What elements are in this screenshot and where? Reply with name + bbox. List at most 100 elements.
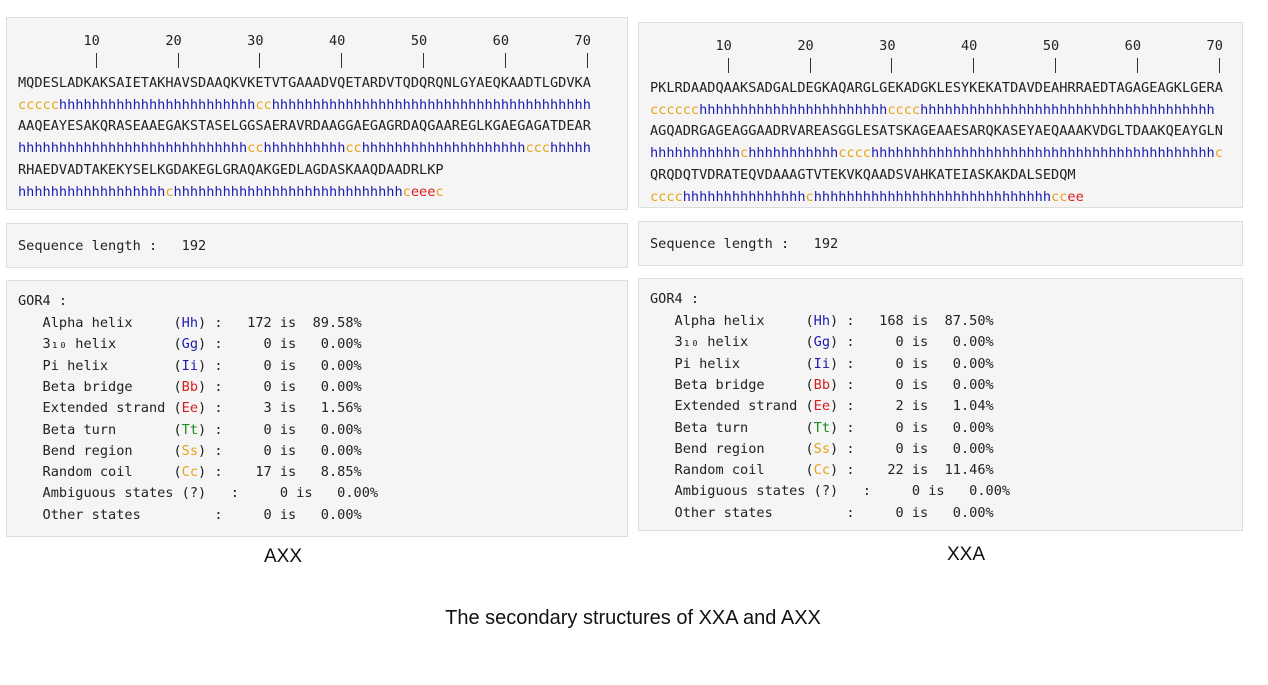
- ruler-number: 30: [247, 33, 264, 49]
- state-percent: 11.46%: [944, 462, 994, 479]
- ruler-tick: [891, 58, 893, 73]
- state-percent: 0.00%: [320, 336, 362, 353]
- state-code: (Cc): [173, 464, 206, 480]
- state-code-char: b: [189, 378, 199, 395]
- ruler-number: 20: [165, 33, 182, 49]
- state-code-char: g: [821, 334, 831, 351]
- separator: :: [214, 315, 223, 331]
- state-count: 0: [263, 336, 272, 353]
- state-run: hhhhhhhhhhhhhhhhhhhhhhhhhhhhhhhhhhhhhhh: [271, 96, 591, 113]
- state-code-char: s: [189, 442, 199, 459]
- state-percent: 0.00%: [952, 419, 994, 436]
- state-code-char: (: [805, 376, 814, 393]
- sequence-states: hhhhhhhhhhhhhhhhhhchhhhhhhhhhhhhhhhhhhhh…: [18, 184, 444, 200]
- state-code-char: (: [805, 355, 814, 372]
- length-value: 192: [813, 236, 839, 252]
- state-label: Random coil: [674, 462, 765, 479]
- state-code-char: e: [821, 398, 831, 415]
- state-count: 0: [895, 376, 904, 393]
- ruler-number: 60: [1124, 38, 1142, 54]
- is-word: is: [279, 464, 297, 481]
- state-code-char: ): [830, 398, 839, 415]
- state-count: 2: [895, 398, 904, 415]
- state-code-char: ): [830, 419, 839, 436]
- state-run: ccccc: [18, 96, 59, 113]
- is-word: is: [279, 378, 297, 395]
- state-percent: 0.00%: [320, 506, 362, 523]
- state-count: 22: [887, 462, 904, 479]
- state-code-char: e: [189, 400, 199, 417]
- ruler-number: 30: [879, 38, 896, 54]
- state-count: 0: [895, 419, 904, 436]
- state-code-char: C: [181, 464, 190, 481]
- state-count: 0: [263, 378, 272, 395]
- state-percent: 0.00%: [320, 378, 362, 395]
- state-label: Beta bridge: [674, 376, 765, 393]
- state-code-char: (: [805, 313, 814, 329]
- state-code-char: ): [830, 355, 839, 372]
- sequence-states: hhhhhhhhhhhchhhhhhhhhhhcccchhhhhhhhhhhhh…: [650, 145, 1223, 161]
- sequence-states: hhhhhhhhhhhhhhhhhhhhhhhhhhhhcchhhhhhhhhh…: [18, 140, 591, 156]
- gor-box: GOR4 : Alpha helix (Hh):172 is 89.58% 3₁₀ hel…: [6, 280, 628, 537]
- sequence-residues: AGQADRGAGEAGGAADRVAREASGGLESATSKAGEAAESA…: [650, 123, 1223, 140]
- state-code: (Ee): [173, 400, 206, 416]
- state-run: c: [402, 183, 411, 200]
- state-run: cccc: [650, 188, 683, 205]
- separator: :: [214, 336, 223, 353]
- separator: :: [214, 357, 223, 374]
- state-label: Other states: [42, 506, 141, 523]
- state-label: Beta bridge: [42, 378, 133, 395]
- state-percent: 1.04%: [952, 398, 994, 415]
- is-word: is: [928, 483, 945, 500]
- sequence-states: cccchhhhhhhhhhhhhhhchhhhhhhhhhhhhhhhhhhh…: [650, 189, 1084, 205]
- state-count: 0: [895, 440, 904, 457]
- state-count: 0: [895, 355, 904, 372]
- method-label: GOR4 :: [18, 293, 68, 309]
- state-code: (Tt): [805, 420, 838, 436]
- state-code-char: B: [813, 376, 822, 393]
- separator: :: [214, 421, 223, 438]
- ruler-tick: [1218, 58, 1220, 73]
- separator: :: [862, 483, 871, 500]
- is-word: is: [911, 313, 929, 329]
- state-percent: 8.85%: [320, 464, 362, 481]
- is-word: is: [911, 334, 929, 351]
- state-run: hhhhhhhhhhhhhhhhhhhhhhhhhhhh: [18, 140, 248, 157]
- ruler-number: 70: [1206, 38, 1223, 54]
- state-label: 3₁₀ helix: [42, 336, 117, 353]
- state-run: cc: [247, 140, 264, 157]
- state-run: hhhhhhhhhhh: [650, 145, 741, 162]
- is-word: is: [911, 504, 929, 521]
- state-percent: 0.00%: [952, 376, 994, 393]
- state-code-char: h: [189, 315, 199, 331]
- state-code-char: ): [830, 440, 839, 457]
- state-run: hhhhhhhhhhhhhhhhhhhhhhhh: [58, 96, 256, 113]
- ruler-number: 10: [715, 38, 732, 54]
- is-word: is: [296, 485, 313, 502]
- separator: :: [846, 419, 855, 436]
- sequence-states: ccccchhhhhhhhhhhhhhhhhhhhhhhhcchhhhhhhhh…: [18, 97, 591, 113]
- state-code-char: (: [805, 334, 814, 351]
- is-word: is: [279, 506, 297, 523]
- ruler-tick: [259, 53, 261, 68]
- is-word: is: [911, 440, 929, 457]
- state-code-char: C: [813, 462, 822, 479]
- state-percent: 0.00%: [337, 485, 379, 502]
- state-label: Beta turn: [674, 419, 749, 436]
- is-word: is: [911, 462, 929, 479]
- state-code: (Ss): [805, 441, 838, 457]
- state-count: 0: [895, 504, 904, 521]
- state-code-char: (: [805, 419, 814, 436]
- figure-title: The secondary structures of XXA and AXX: [445, 607, 821, 629]
- state-label: Ambiguous states (?): [674, 483, 839, 500]
- state-code: (Ss): [173, 443, 206, 459]
- state-run: cccc: [887, 101, 921, 118]
- state-run: hhhhhhhhhhhhhhhhhhhhhhhhhhhh: [173, 183, 403, 200]
- separator: :: [846, 462, 855, 479]
- separator: :: [230, 485, 239, 502]
- state-count: 0: [279, 485, 289, 502]
- length-label: Sequence length :: [650, 236, 790, 252]
- separator: :: [846, 355, 855, 372]
- length-label: Sequence length :: [18, 238, 158, 254]
- state-label: Alpha helix: [674, 313, 765, 329]
